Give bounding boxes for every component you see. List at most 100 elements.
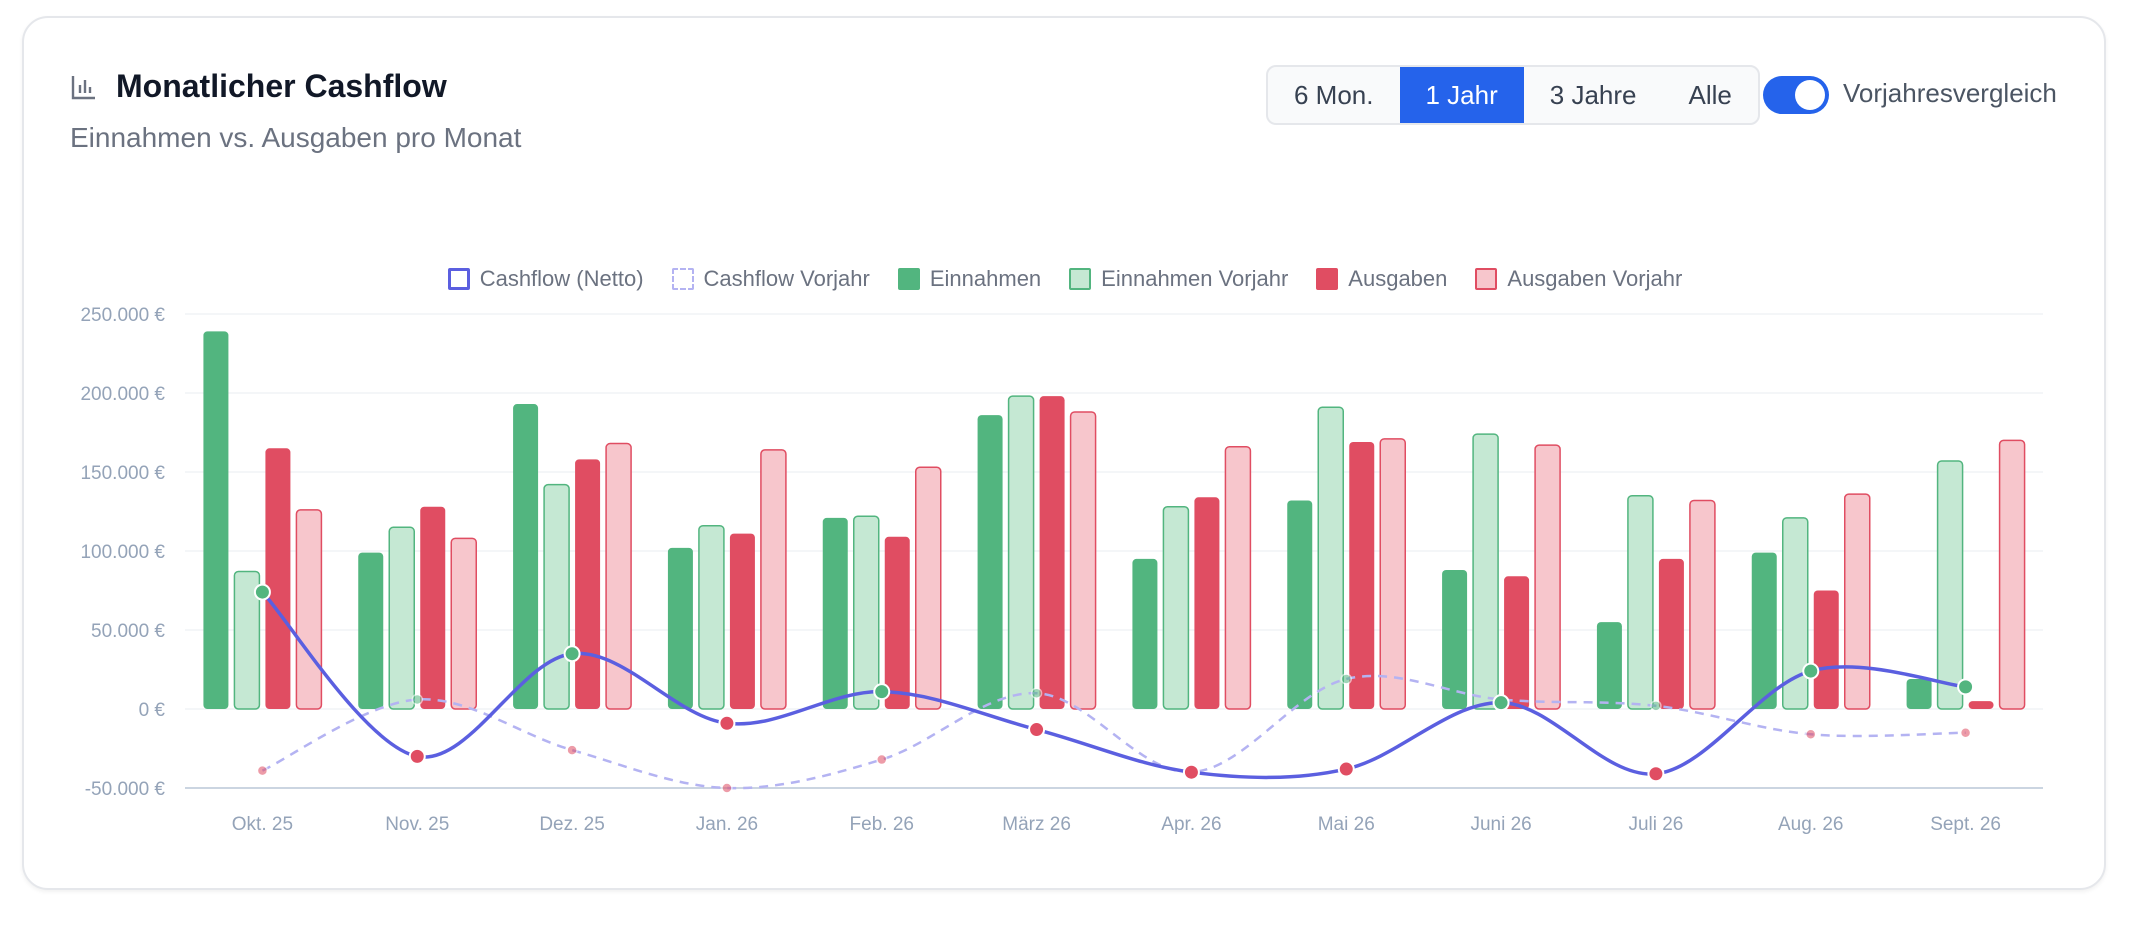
bar-einnahmen-vorjahr (388, 526, 415, 710)
x-tick-label: Nov. 25 (385, 814, 449, 835)
point-cashflow-vorjahr (1650, 700, 1662, 712)
bar-ausgaben-vorjahr (1998, 439, 2026, 710)
legend-swatch-expenses-prev (1475, 268, 1498, 290)
legend-label-expenses: Ausgaben (1348, 266, 1448, 291)
point-cashflow-vorjahr (1030, 687, 1043, 699)
bar-einnahmen (1442, 569, 1468, 709)
y-tick-label: 250.000 € (80, 305, 165, 326)
bar-ausgaben (420, 506, 446, 709)
bar-ausgaben (884, 536, 910, 709)
y-tick-label: 0 € (139, 700, 166, 721)
bar-einnahmen-vorjahr (1782, 517, 1809, 710)
page-title: Monatlicher Cashflow (116, 68, 447, 104)
bar-ausgaben-vorjahr (1689, 499, 1716, 710)
bar-ausgaben-vorjahr (1069, 411, 1097, 710)
point-cashflow-netto (408, 747, 426, 765)
range-all-button[interactable]: Alle (1688, 79, 1732, 110)
x-tick-label: Apr. 26 (1161, 814, 1221, 835)
legend-label-cashflow: Cashflow (Netto) (479, 266, 644, 291)
legend-label-cashflow-prev: Cashflow Vorjahr (703, 266, 870, 291)
line-cashflow-vorjahr (261, 674, 1966, 790)
legend-item-expenses[interactable]: Ausgaben (1316, 266, 1447, 292)
legend-label-income-prev: Einnahmen Vorjahr (1101, 266, 1289, 291)
legend-item-expenses-prev[interactable]: Ausgaben Vorjahr (1475, 266, 1682, 292)
bar-ausgaben-vorjahr (760, 449, 787, 710)
y-tick-label: -50.000 € (85, 779, 166, 800)
legend-swatch-cashflow (447, 268, 470, 290)
range-3-years-button[interactable]: 3 Jahre (1549, 79, 1637, 110)
bar-einnahmen (977, 415, 1003, 709)
bar-ausgaben (265, 448, 291, 709)
bar-ausgaben (1813, 590, 1839, 709)
y-tick-label: 50.000 € (91, 621, 165, 642)
bar-einnahmen-vorjahr (853, 515, 880, 710)
bar-einnahmen (822, 517, 848, 709)
legend-item-cashflow[interactable]: Cashflow (Netto) (447, 266, 644, 292)
bar-ausgaben (575, 459, 601, 709)
bar-ausgaben-vorjahr (1379, 438, 1406, 710)
bar-ausgaben (1194, 497, 1220, 709)
bar-einnahmen (667, 547, 693, 709)
legend-label-income: Einnahmen (929, 266, 1042, 291)
bar-ausgaben (1504, 576, 1530, 709)
point-cashflow-vorjahr (876, 753, 888, 766)
bar-ausgaben-vorjahr (450, 537, 477, 710)
bar-ausgaben-vorjahr (605, 442, 632, 710)
bar-ausgaben-vorjahr (1224, 445, 1252, 710)
bar-einnahmen (1751, 552, 1777, 709)
bar-einnahmen-vorjahr (543, 483, 570, 710)
point-cashflow-vorjahr (256, 764, 269, 777)
bar-einnahmen-vorjahr (1936, 460, 1964, 710)
point-cashflow-netto (1957, 678, 1975, 696)
point-cashflow-netto (718, 714, 736, 732)
bar-ausgaben (1968, 701, 1994, 709)
range-6-months-button[interactable]: 6 Mon. (1294, 79, 1374, 110)
point-cashflow-netto (1028, 721, 1046, 739)
x-tick-label: Okt. 25 (232, 814, 293, 835)
bar-einnahmen (203, 331, 229, 709)
point-cashflow-netto (1492, 694, 1510, 712)
point-cashflow-vorjahr (721, 782, 733, 794)
range-selector: 6 Mon. 1 Jahr 3 Jahre Alle (1266, 65, 1760, 125)
point-cashflow-vorjahr (1959, 726, 1972, 739)
bar-einnahmen (1132, 558, 1158, 709)
bar-einnahmen (1287, 500, 1313, 709)
legend-item-income-prev[interactable]: Einnahmen Vorjahr (1069, 266, 1288, 292)
comparison-toggle[interactable] (1763, 76, 1829, 114)
bar-einnahmen-vorjahr (233, 570, 261, 710)
chart-legend: Cashflow (Netto) Cashflow Vorjahr Einnah… (0, 266, 2130, 292)
point-cashflow-vorjahr (566, 744, 578, 756)
bar-chart-icon (71, 75, 95, 99)
bar-ausgaben-vorjahr (1534, 444, 1561, 710)
legend-swatch-expenses (1316, 268, 1339, 290)
range-1-year-button[interactable]: 1 Jahr (1399, 67, 1524, 123)
legend-item-cashflow-prev[interactable]: Cashflow Vorjahr (671, 266, 870, 292)
x-tick-label: Juni 26 (1470, 814, 1531, 835)
x-tick-label: Sept. 26 (1930, 814, 2001, 835)
bar-ausgaben-vorjahr (295, 509, 323, 710)
point-cashflow-vorjahr (1805, 728, 1817, 741)
bar-ausgaben (1039, 396, 1065, 709)
legend-item-income[interactable]: Einnahmen (897, 266, 1042, 292)
bar-einnahmen-vorjahr (1007, 395, 1035, 710)
bar-ausgaben (729, 533, 755, 709)
point-cashflow-netto (1802, 662, 1820, 680)
legend-swatch-income (897, 268, 920, 290)
bar-einnahmen-vorjahr (1317, 406, 1344, 710)
x-tick-label: Feb. 26 (850, 814, 914, 835)
legend-swatch-income-prev (1069, 268, 1092, 290)
bar-einnahmen-vorjahr (1472, 433, 1499, 710)
point-cashflow-netto (873, 683, 891, 701)
point-cashflow-netto (563, 645, 581, 663)
title-row: Monatlicher Cashflow (70, 68, 447, 105)
page-subtitle: Einnahmen vs. Ausgaben pro Monat (70, 122, 522, 153)
y-tick-label: 150.000 € (80, 463, 165, 484)
x-tick-label: Mai 26 (1318, 814, 1375, 835)
y-tick-label: 200.000 € (80, 384, 165, 405)
point-cashflow-netto (253, 583, 271, 601)
bar-ausgaben (1658, 558, 1684, 709)
toggle-knob (1795, 80, 1825, 110)
bar-einnahmen-vorjahr (1162, 506, 1190, 710)
x-tick-label: Jan. 26 (696, 814, 758, 835)
point-cashflow-netto (1337, 760, 1355, 778)
